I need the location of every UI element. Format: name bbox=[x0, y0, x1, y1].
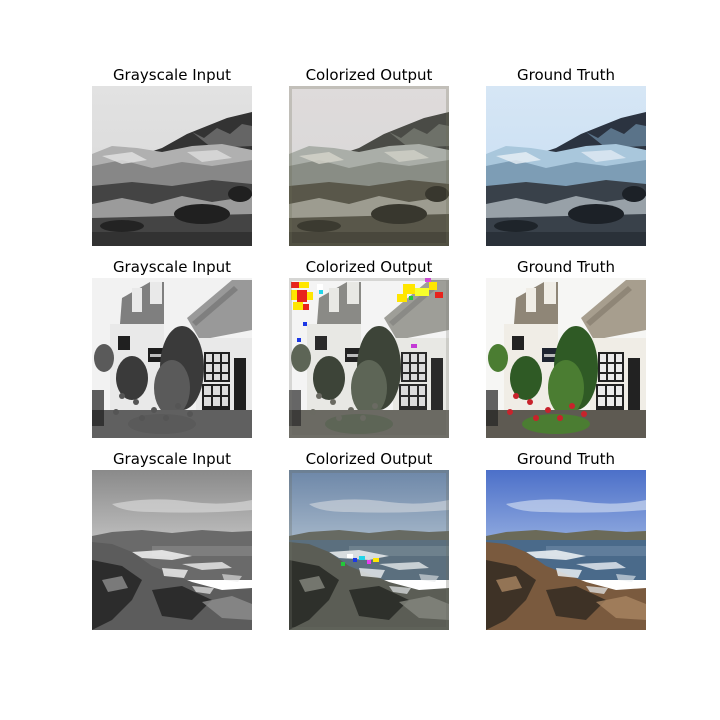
cottage-truth-photo bbox=[486, 278, 646, 438]
panel-title: Grayscale Input bbox=[112, 450, 232, 468]
panel-title: Colorized Output bbox=[305, 66, 433, 84]
cottage-colorized-image bbox=[289, 278, 449, 438]
coast-colorized-image bbox=[289, 470, 449, 630]
cottage-grayscale-image bbox=[92, 278, 252, 438]
glacier-colorized-image bbox=[289, 86, 449, 246]
cottage-ground-truth-image bbox=[486, 278, 646, 438]
panel-title: Ground Truth bbox=[517, 258, 615, 276]
panel-title: Colorized Output bbox=[305, 450, 433, 468]
glacier-truth-photo bbox=[486, 86, 646, 246]
glacier-grayscale-image bbox=[92, 86, 252, 246]
coast-ground-truth-image bbox=[486, 470, 646, 630]
panel-title: Grayscale Input bbox=[112, 258, 232, 276]
cottage-gray-photo bbox=[92, 278, 252, 438]
panel-title: Colorized Output bbox=[305, 258, 433, 276]
glacier-gray-photo bbox=[92, 86, 252, 246]
cottage-output-photo bbox=[289, 278, 449, 438]
panel-title: Ground Truth bbox=[517, 450, 615, 468]
coast-truth-photo bbox=[486, 470, 646, 630]
coast-gray-photo bbox=[92, 470, 252, 630]
coast-grayscale-image bbox=[92, 470, 252, 630]
panel-title: Ground Truth bbox=[517, 66, 615, 84]
panel-title: Grayscale Input bbox=[112, 66, 232, 84]
coast-output-photo bbox=[289, 470, 449, 630]
glacier-output-photo bbox=[289, 86, 449, 246]
glacier-ground-truth-image bbox=[486, 86, 646, 246]
